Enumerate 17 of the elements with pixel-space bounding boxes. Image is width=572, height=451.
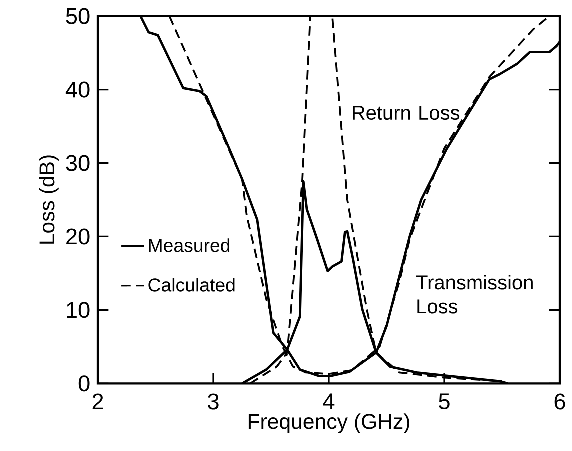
x-tick-label: 6 xyxy=(554,394,566,410)
x-tick-label: 5 xyxy=(439,394,450,410)
y-tick-label: 0 xyxy=(78,376,90,392)
annotation: Transmission Loss xyxy=(416,275,533,314)
y-tick-label: 30 xyxy=(66,155,90,172)
x-tick-label: 4 xyxy=(323,394,335,410)
legend-label: Calculated xyxy=(148,278,235,292)
x-tick-label: 3 xyxy=(208,394,219,410)
y-tick-label: 50 xyxy=(66,8,90,24)
y-tick-label: 20 xyxy=(66,228,90,245)
annotation: Return Loss xyxy=(353,106,460,120)
x-axis-title: Frequency (GHz) xyxy=(248,414,410,434)
y-axis-title: Loss (dB) xyxy=(39,156,59,244)
y-tick-label: 10 xyxy=(67,302,90,318)
x-tick-label: 2 xyxy=(92,394,104,410)
legend-label: Measured xyxy=(149,238,230,252)
y-tick-label: 40 xyxy=(66,82,90,98)
